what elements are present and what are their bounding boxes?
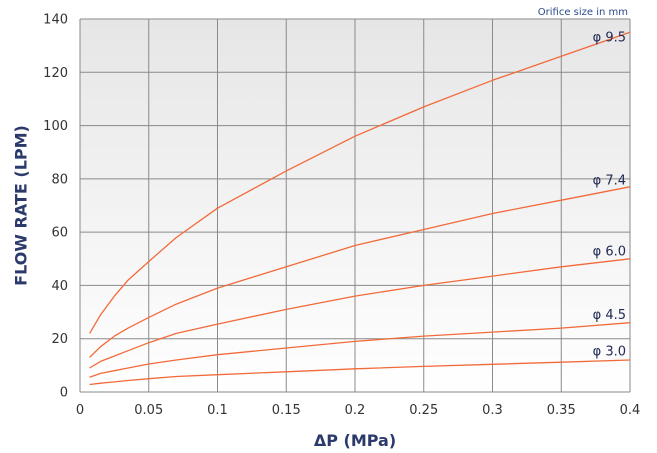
- series-line: [89, 258, 631, 369]
- series-line: [89, 31, 631, 334]
- x-axis-ticks: 0 0.05 0.1 0.15 0.2 0.25 0.3 0.35 0.4: [76, 403, 640, 418]
- x-tick-label: 0.05: [134, 403, 163, 418]
- x-tick-label: 0.3: [482, 403, 503, 418]
- y-axis-title: FLOW RATE (LPM): [12, 125, 31, 286]
- series-labels: φ 9.5 φ 7.4 φ 6.0 φ 4.5 φ 3.0: [593, 31, 626, 360]
- y-tick-label: 60: [51, 226, 68, 241]
- series-lines: [89, 31, 631, 386]
- series-line: [89, 186, 631, 358]
- series-line: [89, 322, 631, 378]
- series-label: φ 7.4: [593, 174, 626, 189]
- x-tick-label: 0.35: [547, 403, 576, 418]
- series-label: φ 6.0: [593, 244, 626, 259]
- y-tick-label: 40: [51, 279, 68, 294]
- y-tick-label: 120: [43, 66, 68, 81]
- y-tick-label: 100: [43, 119, 68, 134]
- x-tick-label: 0.2: [345, 403, 366, 418]
- grid-lines: [79, 18, 631, 393]
- x-tick-label: 0.4: [620, 403, 641, 418]
- series-label: φ 9.5: [593, 31, 626, 46]
- series-label: φ 4.5: [593, 308, 626, 323]
- y-tick-label: 140: [43, 13, 68, 28]
- x-tick-label: 0.15: [272, 403, 301, 418]
- y-tick-label: 20: [51, 332, 68, 347]
- y-axis-ticks: 0 20 40 60 80 100 120 140: [43, 13, 68, 401]
- x-axis-title: ΔP (MPa): [314, 431, 396, 450]
- x-tick-label: 0.25: [409, 403, 438, 418]
- orifice-size-note: Orifice size in mm: [538, 7, 628, 18]
- y-tick-label: 0: [60, 386, 68, 401]
- y-tick-label: 80: [51, 172, 68, 187]
- series-line: [89, 359, 631, 386]
- series-label: φ 3.0: [593, 345, 626, 360]
- x-tick-label: 0: [76, 403, 84, 418]
- x-tick-label: 0.1: [207, 403, 228, 418]
